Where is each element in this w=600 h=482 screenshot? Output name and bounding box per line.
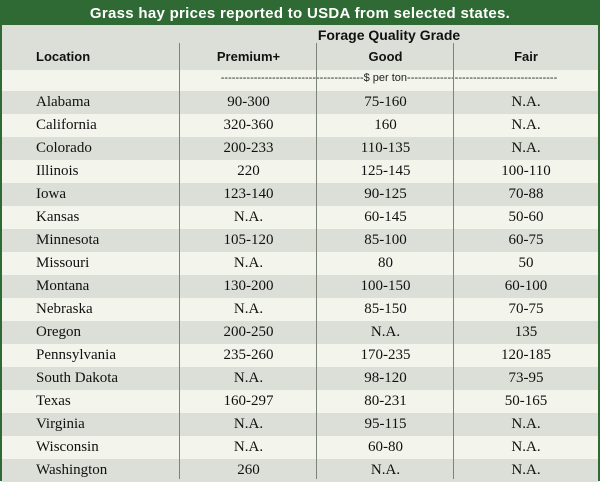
good-cell: 160 <box>374 117 397 133</box>
premium-cell: 123-140 <box>223 186 274 202</box>
fair-cell: 73-95 <box>508 370 544 386</box>
good-cell: 95-115 <box>364 416 407 432</box>
table-header: Location Forage Quality Grade Premium+ G… <box>2 25 598 70</box>
good-cell: 98-120 <box>364 370 407 386</box>
header-fair: Fair <box>514 49 538 64</box>
premium-cell: 90-300 <box>227 94 270 110</box>
table-row: Minnesota 105-120 85-100 60-75 <box>2 229 598 252</box>
location-cell: South Dakota <box>36 370 119 386</box>
table-row: Kansas N.A. 60-145 50-60 <box>2 206 598 229</box>
fair-cell: 70-88 <box>508 186 544 202</box>
good-cell: 110-135 <box>360 140 411 156</box>
location-cell: Oregon <box>36 324 81 340</box>
location-cell: Missouri <box>36 255 90 271</box>
location-cell: Wisconsin <box>36 439 99 455</box>
premium-cell: N.A. <box>233 439 264 455</box>
location-cell: Texas <box>36 393 71 409</box>
premium-cell: 260 <box>237 462 260 478</box>
good-cell: 85-150 <box>364 301 407 317</box>
table-row: Iowa 123-140 90-125 70-88 <box>2 183 598 206</box>
fair-cell: 50-165 <box>504 393 548 409</box>
premium-cell: N.A. <box>233 416 264 432</box>
good-cell: 80-231 <box>364 393 407 409</box>
column-divider <box>179 43 180 479</box>
good-cell: 80 <box>378 255 393 271</box>
fair-cell: 60-100 <box>504 278 548 294</box>
good-cell: 75-160 <box>364 94 407 110</box>
table-row: Colorado 200-233 110-135 N.A. <box>2 137 598 160</box>
fair-cell: N.A. <box>511 439 541 455</box>
fair-cell: 135 <box>514 324 538 340</box>
location-cell: Nebraska <box>36 301 93 317</box>
location-cell: Montana <box>36 278 90 294</box>
column-divider <box>316 43 317 479</box>
table-row: Virginia N.A. 95-115 N.A. <box>2 413 598 436</box>
premium-cell: N.A. <box>233 301 264 317</box>
location-cell: California <box>36 117 97 133</box>
fair-cell: N.A. <box>511 94 541 110</box>
good-cell: 170-235 <box>360 347 411 363</box>
fair-cell: 100-110 <box>501 163 551 179</box>
location-cell: Minnesota <box>36 232 100 248</box>
premium-cell: 160-297 <box>223 393 274 409</box>
location-cell: Kansas <box>36 209 80 225</box>
location-cell: Illinois <box>36 163 79 179</box>
table-row: Alabama 90-300 75-160 N.A. <box>2 91 598 114</box>
fair-cell: 70-75 <box>508 301 544 317</box>
header-premium: Premium+ <box>216 49 281 64</box>
premium-cell: 320-360 <box>223 117 274 133</box>
table-row: Texas 160-297 80-231 50-165 <box>2 390 598 413</box>
location-cell: Virginia <box>36 416 85 432</box>
good-cell: N.A. <box>370 324 401 340</box>
table-row: South Dakota N.A. 98-120 73-95 <box>2 367 598 390</box>
good-cell: 85-100 <box>364 232 407 248</box>
premium-cell: 105-120 <box>223 232 274 248</box>
location-cell: Iowa <box>36 186 66 202</box>
header-good: Good <box>368 49 403 64</box>
location-cell: Colorado <box>36 140 92 156</box>
table-row: Nebraska N.A. 85-150 70-75 <box>2 298 598 321</box>
table-row: California 320-360 160 N.A. <box>2 114 598 137</box>
premium-cell: 235-260 <box>223 347 274 363</box>
location-cell: Washington <box>36 462 108 478</box>
header-location: Location <box>36 49 91 64</box>
fair-cell: N.A. <box>511 140 541 156</box>
good-cell: 90-125 <box>364 186 407 202</box>
premium-cell: N.A. <box>233 255 264 271</box>
fair-cell: 50 <box>518 255 534 271</box>
fair-cell: N.A. <box>511 462 541 478</box>
unit-row: ---------------------------------------$… <box>2 70 598 91</box>
good-cell: N.A. <box>370 462 401 478</box>
header-forage-quality-grade: Forage Quality Grade <box>317 27 461 43</box>
good-cell: 60-145 <box>364 209 407 225</box>
table-row: Pennsylvania 235-260 170-235 120-185 <box>2 344 598 367</box>
premium-cell: 130-200 <box>223 278 274 294</box>
location-cell: Pennsylvania <box>36 347 116 363</box>
location-cell: Alabama <box>36 94 91 110</box>
good-cell: 100-150 <box>360 278 411 294</box>
fair-cell: 60-75 <box>508 232 544 248</box>
table-title: Grass hay prices reported to USDA from s… <box>2 2 598 25</box>
table-row: Oregon 200-250 N.A. 135 <box>2 321 598 344</box>
fair-cell: 120-185 <box>501 347 551 363</box>
premium-cell: 200-250 <box>223 324 274 340</box>
premium-cell: 220 <box>237 163 260 179</box>
table-row: Washington 260 N.A. N.A. <box>2 459 598 482</box>
fair-cell: 50-60 <box>508 209 544 225</box>
table-row: Illinois 220 125-145 100-110 <box>2 160 598 183</box>
premium-cell: N.A. <box>233 209 264 225</box>
fair-cell: N.A. <box>511 416 541 432</box>
table-row: Wisconsin N.A. 60-80 N.A. <box>2 436 598 459</box>
table-row: Montana 130-200 100-150 60-100 <box>2 275 598 298</box>
table-row: Missouri N.A. 80 50 <box>2 252 598 275</box>
good-cell: 125-145 <box>360 163 411 179</box>
good-cell: 60-80 <box>368 439 403 455</box>
fair-cell: N.A. <box>511 117 541 133</box>
unit-label: ---------------------------------------$… <box>220 72 558 84</box>
premium-cell: 200-233 <box>223 140 274 156</box>
table-body: Alabama 90-300 75-160 N.A. California 320-360… <box>2 91 598 482</box>
column-divider <box>453 43 454 479</box>
premium-cell: N.A. <box>233 370 264 386</box>
